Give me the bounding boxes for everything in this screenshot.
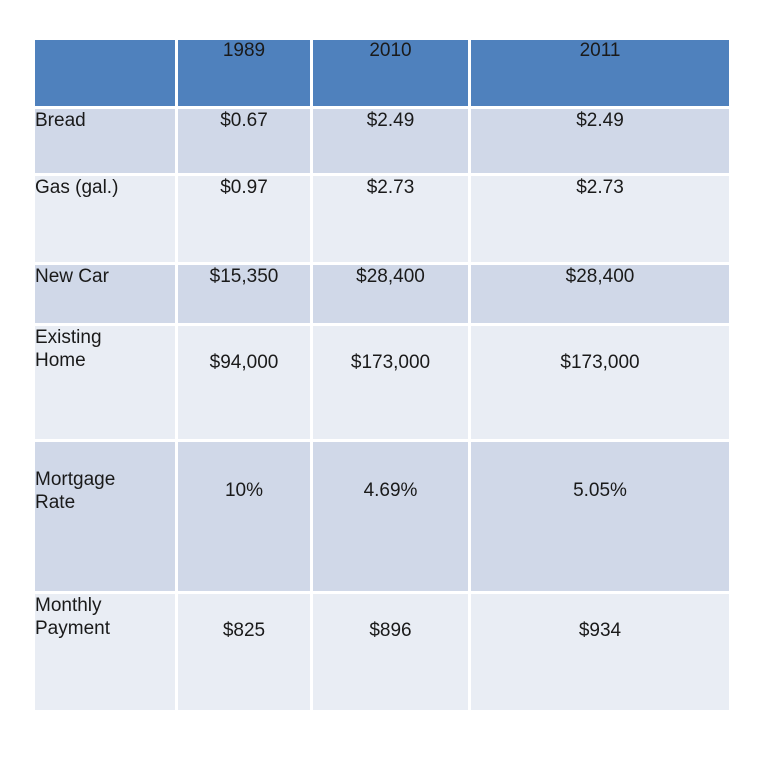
cell-value: $173,000 [310, 323, 471, 442]
row-label-line: Monthly [35, 595, 102, 616]
cell-value: $28,400 [468, 262, 732, 326]
row-label-line: Payment [35, 618, 110, 639]
cell-value: $0.67 [175, 106, 313, 176]
cell-value: $15,350 [175, 262, 313, 326]
cell-value: 5.05% [468, 439, 732, 594]
cell-value: 4.69% [310, 439, 471, 594]
row-label: Bread [32, 106, 178, 176]
row-label: Monthly Payment [32, 591, 178, 713]
table-row-new-car: New Car $15,350 $28,400 $28,400 [32, 262, 732, 326]
row-label-line: Rate [35, 492, 76, 513]
table-row-existing-home: Existing Home $94,000 $173,000 $173,000 [32, 323, 732, 442]
cell-value: $0.97 [175, 173, 313, 265]
table-row-monthly-payment: Monthly Payment $825 $896 $934 [32, 591, 732, 713]
cell-value: $2.73 [310, 173, 471, 265]
row-label-line: Mortgage [35, 469, 116, 490]
header-row: 1989 2010 2011 [32, 37, 732, 109]
row-label: New Car [32, 262, 178, 326]
row-label-line: Gas (gal.) [35, 177, 119, 198]
row-label: Mortgage Rate [32, 439, 178, 594]
cell-value: $28,400 [310, 262, 471, 326]
row-label-line: Existing [35, 327, 102, 348]
price-comparison-table: 1989 2010 2011 Bread $0.67 $2.49 $2.49 G… [32, 37, 732, 713]
cell-value: $896 [310, 591, 471, 713]
cell-value: $825 [175, 591, 313, 713]
row-label: Gas (gal.) [32, 173, 178, 265]
table-row-mortgage-rate: Mortgage Rate 10% 4.69% 5.05% [32, 439, 732, 594]
cell-value: 10% [175, 439, 313, 594]
header-cell-1989: 1989 [175, 37, 313, 109]
row-label-line: Home [35, 350, 86, 371]
header-cell-corner [32, 37, 178, 109]
row-label-line: Bread [35, 110, 86, 131]
cell-value: $2.73 [468, 173, 732, 265]
table-row-gas: Gas (gal.) $0.97 $2.73 $2.73 [32, 173, 732, 265]
cell-value: $2.49 [310, 106, 471, 176]
cell-value: $934 [468, 591, 732, 713]
cell-value: $173,000 [468, 323, 732, 442]
cell-value: $94,000 [175, 323, 313, 442]
header-cell-2010: 2010 [310, 37, 471, 109]
row-label-line: New Car [35, 266, 109, 287]
table-row-bread: Bread $0.67 $2.49 $2.49 [32, 106, 732, 176]
header-cell-2011: 2011 [468, 37, 732, 109]
cell-value: $2.49 [468, 106, 732, 176]
row-label: Existing Home [32, 323, 178, 442]
